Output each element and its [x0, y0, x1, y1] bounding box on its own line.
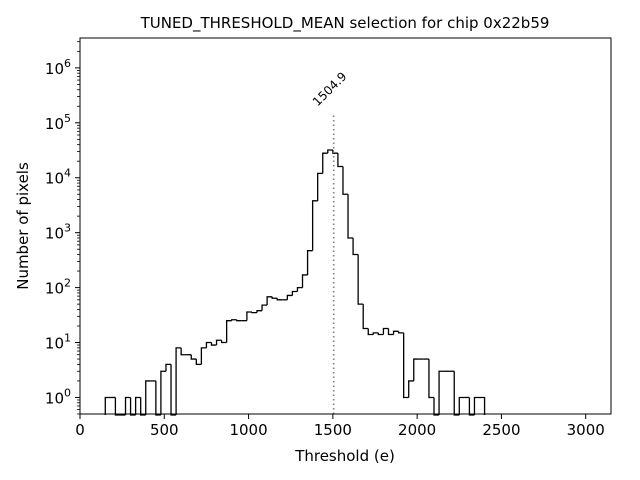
histogram-bin — [413, 358, 419, 381]
histogram-bin — [322, 152, 328, 174]
histogram-bin — [408, 380, 414, 398]
histogram-bin — [468, 397, 475, 416]
histogram-bin — [165, 363, 172, 372]
histogram-bin — [200, 347, 207, 365]
y-tick-label: 103 — [45, 222, 71, 243]
histogram-bin — [397, 331, 404, 334]
histogram-bin — [357, 254, 364, 305]
histogram-bin — [372, 332, 379, 335]
histogram-bin — [231, 319, 237, 321]
threshold-annotation: 1504.9 — [310, 69, 350, 414]
histogram-bin — [347, 194, 354, 239]
histogram-bin — [479, 396, 486, 415]
histogram-bin — [175, 347, 182, 415]
histogram-bin — [301, 274, 308, 288]
chart-title: TUNED_THRESHOLD_MEAN selection for chip … — [140, 14, 550, 33]
x-axis: 0 500 1000 1500 2000 2500 3000 — [75, 414, 605, 439]
histogram-bin — [306, 250, 313, 275]
histogram-bin — [134, 396, 141, 415]
histogram-bin — [155, 380, 161, 416]
histogram-bin — [261, 304, 268, 311]
histogram-bin — [296, 286, 303, 292]
histogram-bin — [327, 149, 333, 154]
x-tick-label: 3000 — [567, 421, 605, 439]
histogram-bin — [226, 320, 232, 343]
y-tick-label: 101 — [45, 332, 71, 353]
threshold-label: 1504.9 — [310, 69, 350, 109]
histogram-bin — [311, 200, 318, 251]
histogram-bin — [220, 340, 227, 344]
y-tick-label: 106 — [45, 57, 71, 78]
y-tick-label: 104 — [45, 167, 71, 188]
histogram-bin — [246, 311, 252, 321]
histogram-bin — [403, 332, 409, 399]
histogram-bin — [215, 339, 222, 346]
histogram-bin — [387, 328, 394, 336]
histogram-bin — [124, 396, 131, 415]
histogram-bin — [140, 397, 146, 416]
histogram-bin — [210, 342, 217, 346]
plot-frame — [79, 37, 612, 415]
y-axis-label: Number of pixels — [14, 162, 32, 290]
histogram-bin — [129, 397, 136, 416]
histogram-bin — [160, 370, 166, 415]
histogram-bin — [392, 330, 399, 335]
histogram-bin — [362, 304, 369, 330]
x-tick-label: 1500 — [314, 421, 352, 439]
histogram-bars — [104, 149, 486, 416]
histogram-bin — [342, 166, 349, 195]
histogram-bin — [276, 298, 283, 301]
histogram-bin — [180, 347, 187, 356]
histogram-bin — [205, 341, 212, 348]
x-tick-label: 1000 — [229, 421, 267, 439]
histogram-bin — [114, 397, 121, 416]
histogram-bin — [428, 359, 434, 399]
y-tick-label: 105 — [45, 112, 71, 133]
histogram-bin — [473, 396, 480, 415]
histogram-bin — [195, 359, 202, 366]
histogram-bin — [271, 296, 278, 299]
histogram-bin — [337, 153, 343, 168]
histogram-bin — [458, 396, 465, 415]
y-tick-label: 102 — [45, 277, 71, 298]
histogram-bin — [453, 371, 460, 416]
histogram-bin — [332, 149, 338, 154]
histogram-bin — [104, 396, 111, 415]
x-axis-label: Threshold (e) — [294, 447, 395, 465]
x-tick-label: 2000 — [398, 421, 436, 439]
histogram-bin — [266, 296, 273, 306]
histogram-bin — [190, 354, 197, 360]
x-tick-label: 2500 — [482, 421, 520, 439]
histogram-bin — [256, 310, 263, 313]
histogram-bin — [251, 311, 257, 314]
histogram-bin — [145, 380, 151, 415]
histogram-bin — [170, 364, 177, 416]
histogram-bin — [236, 319, 242, 322]
histogram-bin — [382, 327, 389, 335]
x-tick-label: 500 — [150, 421, 179, 439]
y-tick-label: 100 — [45, 386, 71, 407]
histogram-bin — [433, 397, 440, 416]
histogram-bin — [438, 370, 445, 415]
histogram-bin — [286, 294, 293, 300]
histogram-bin — [317, 172, 323, 201]
y-axis: 100 101 102 103 104 105 106 — [45, 41, 80, 415]
histogram-bin — [367, 328, 374, 336]
histogram-bin — [377, 332, 384, 336]
x-tick-label: 0 — [75, 421, 85, 439]
histogram-bin — [291, 290, 298, 296]
histogram-bin — [352, 237, 359, 256]
